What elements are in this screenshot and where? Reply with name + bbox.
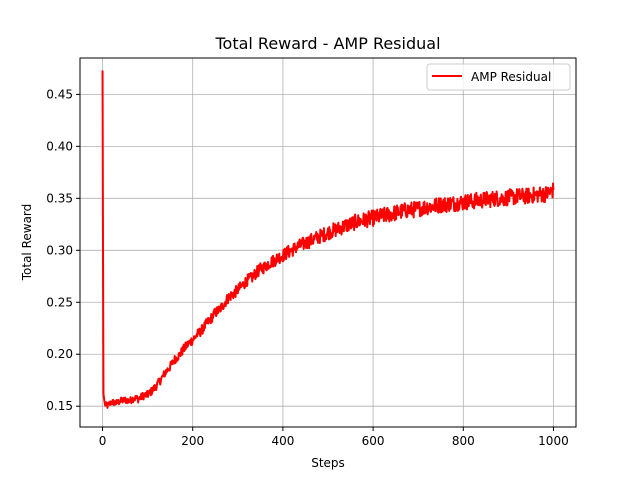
y-tick-label: 0.20 bbox=[46, 347, 73, 361]
x-tick-label: 200 bbox=[181, 434, 204, 448]
legend: AMP Residual bbox=[426, 63, 571, 91]
y-tick-label: 0.30 bbox=[46, 243, 73, 257]
y-tick-label: 0.35 bbox=[46, 191, 73, 205]
y-tick-label: 0.40 bbox=[46, 139, 73, 153]
y-tick-label: 0.15 bbox=[46, 399, 73, 413]
x-tick-label: 600 bbox=[362, 434, 385, 448]
axes-frame bbox=[79, 57, 577, 428]
x-axis-ticks: 0 200 400 600 800 1000 bbox=[99, 427, 569, 448]
x-tick-label: 1000 bbox=[538, 434, 569, 448]
legend-box bbox=[426, 63, 571, 91]
legend-label-amp-residual: AMP Residual bbox=[471, 70, 551, 84]
y-tick-label: 0.25 bbox=[46, 295, 73, 309]
y-axis-label: Total Reward bbox=[20, 204, 34, 282]
y-axis-ticks: 0.15 0.20 0.25 0.30 0.35 0.40 0.45 bbox=[46, 87, 80, 413]
grid bbox=[80, 58, 576, 427]
chart-title: Total Reward - AMP Residual bbox=[214, 34, 440, 53]
x-tick-label: 400 bbox=[271, 434, 294, 448]
y-tick-label: 0.45 bbox=[46, 87, 73, 101]
series-line-amp-residual bbox=[101, 70, 555, 409]
x-tick-label: 0 bbox=[99, 434, 107, 448]
plot-area bbox=[101, 70, 555, 409]
x-axis-label: Steps bbox=[311, 456, 345, 470]
x-tick-label: 800 bbox=[452, 434, 475, 448]
